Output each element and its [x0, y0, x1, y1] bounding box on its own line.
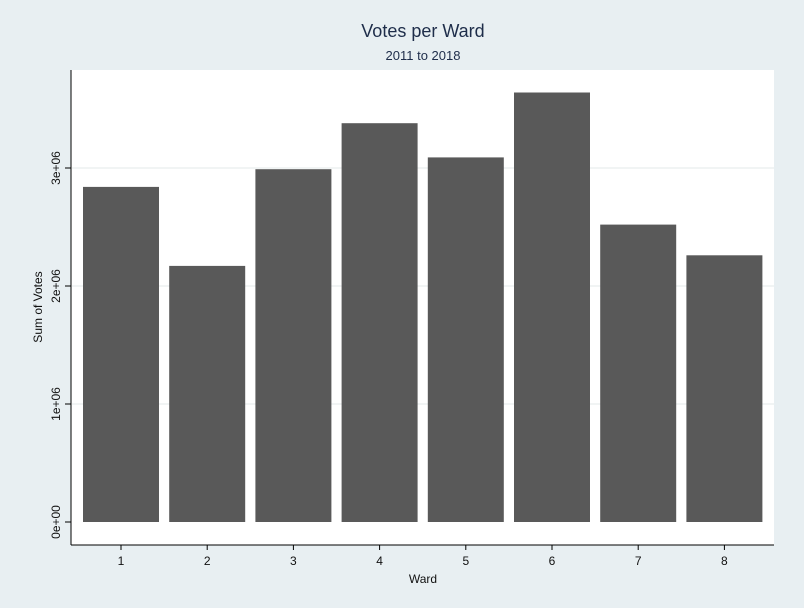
y-tick-label: 0e+00 — [49, 505, 63, 539]
chart-title: Votes per Ward — [361, 21, 484, 41]
y-tick-label: 2e+06 — [49, 269, 63, 303]
axes — [65, 70, 774, 550]
chart-subtitle: 2011 to 2018 — [386, 48, 461, 63]
x-tick-label: 3 — [290, 554, 297, 568]
tick-labels: 0e+00 1e+06 2e+06 3e+06 1 2 3 4 5 6 7 8 — [49, 151, 728, 568]
x-tick-label: 8 — [721, 554, 728, 568]
y-axis-title: Sum of Votes — [31, 271, 45, 342]
bar-ward-1 — [83, 186, 159, 522]
x-tick-label: 1 — [118, 554, 125, 568]
x-tick-label: 6 — [549, 554, 556, 568]
y-tick-label: 3e+06 — [49, 151, 63, 185]
bar-ward-6 — [514, 92, 590, 522]
x-axis-title: Ward — [409, 572, 437, 586]
bar-ward-5 — [427, 157, 504, 522]
y-tick-label: 1e+06 — [49, 387, 63, 421]
bar-ward-7 — [600, 224, 677, 522]
x-tick-label: 4 — [376, 554, 383, 568]
x-tick-label: 5 — [462, 554, 469, 568]
bar-ward-8 — [686, 255, 763, 523]
bar-ward-2 — [169, 265, 246, 522]
bars-group — [83, 92, 763, 523]
bar-ward-3 — [255, 169, 332, 522]
x-tick-label: 7 — [635, 554, 642, 568]
x-tick-label: 2 — [204, 554, 211, 568]
bar-ward-4 — [341, 123, 418, 522]
